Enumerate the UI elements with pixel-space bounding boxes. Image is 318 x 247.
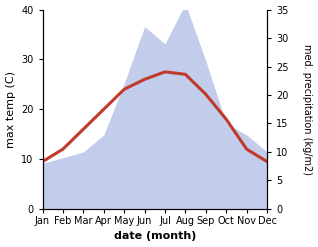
Y-axis label: med. precipitation (kg/m2): med. precipitation (kg/m2) [302,44,313,175]
Y-axis label: max temp (C): max temp (C) [5,71,16,148]
X-axis label: date (month): date (month) [114,231,196,242]
